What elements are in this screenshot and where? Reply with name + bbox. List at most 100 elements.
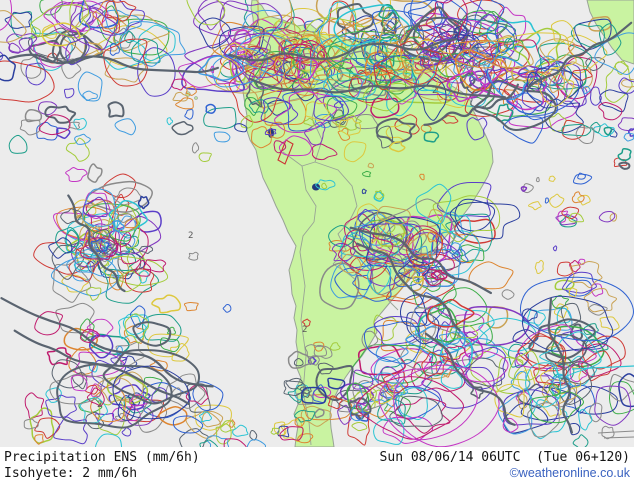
isohyete-contour (399, 326, 479, 375)
isohyete-label: Isohyete: 2 mm/6h (4, 466, 138, 481)
copyright-link[interactable]: ©weatheronline.co.uk (509, 466, 630, 480)
isohyete-contour (50, 257, 119, 297)
isohyete-contour (65, 137, 90, 162)
isohyete-contour (313, 341, 325, 352)
isohyete-contour (436, 62, 468, 109)
isohyete-contour (548, 112, 567, 132)
isohyete-contour (61, 274, 90, 293)
isohyete-contour (471, 14, 518, 59)
isohyete-contour (257, 0, 293, 35)
isohyete-contour (33, 242, 92, 275)
isohyete-contour (274, 58, 283, 68)
isohyete-contour (283, 380, 306, 397)
isohyete-contour (303, 117, 315, 127)
isohyete-contour (56, 363, 173, 429)
isohyete-contour (243, 0, 295, 32)
isohyete-contour (59, 32, 88, 63)
isohyete-contour (366, 262, 392, 294)
contour-cluster-big-loops-bl (56, 348, 201, 429)
isohyete-contour (405, 26, 420, 39)
isohyete-contour (41, 22, 81, 47)
isohyete-contour (158, 406, 188, 426)
isohyete-contour (313, 344, 333, 359)
isohyete-contour (151, 294, 182, 314)
isohyete-contour (623, 132, 634, 142)
isohyete-contour (132, 321, 172, 347)
isohyete-contour (454, 198, 496, 232)
isohyete-contour (593, 123, 615, 137)
isohyete-contour (60, 208, 83, 225)
isohyete-contour (85, 411, 105, 430)
isohyete-contour (598, 211, 616, 223)
isohyete-contour (517, 393, 528, 410)
isohyete-contour (375, 219, 406, 247)
isohyete-contour (575, 126, 595, 144)
isohyete-contour (102, 173, 137, 198)
isohyete-contour (171, 121, 194, 136)
isohyete-contour (548, 175, 556, 182)
isohyete-contour (368, 53, 452, 104)
isohyete-contour (201, 410, 224, 428)
isohyete-contour (186, 0, 226, 26)
isohyete-contour (376, 125, 394, 149)
isohyete-contour (27, 27, 77, 60)
isohyete-contour (408, 233, 438, 258)
isohyete-contour (188, 251, 199, 261)
isohyete-contour (529, 391, 584, 424)
contour-value-label: 2 (97, 400, 102, 410)
isohyete-contour (457, 48, 490, 69)
contour-cluster-pacific-blob (33, 173, 169, 304)
isohyete-contour (556, 261, 573, 277)
isohyete-contour (396, 233, 404, 240)
isohyete-contour (232, 29, 252, 45)
isohyete-contour (550, 20, 575, 46)
isohyete-contour (38, 114, 71, 136)
isohyete-contour (308, 355, 320, 366)
isohyete-contour (102, 348, 201, 405)
isohyete-contour (389, 382, 405, 398)
isohyete-contour (382, 7, 400, 32)
isohyete-contour (420, 124, 432, 133)
isohyete-contour (484, 78, 552, 117)
isohyete-contour (563, 83, 588, 109)
isohyete-contour (124, 313, 149, 344)
isohyete-contour (614, 60, 629, 75)
isohyete-contour (234, 24, 271, 67)
isohyete-contour (338, 117, 361, 136)
isohyete-contour (555, 213, 578, 226)
isohyete-contour (278, 135, 313, 157)
isohyete-contour (185, 85, 197, 96)
isohyete-contour (247, 33, 336, 86)
isohyete-contour (520, 186, 528, 192)
isohyete-contour (138, 245, 154, 254)
isohyete-contour (604, 61, 633, 103)
isohyete-contour (561, 123, 592, 137)
trunk-contour (249, 77, 506, 99)
isohyete-contour (309, 35, 372, 102)
contour-value-label: 2 (432, 86, 437, 96)
contour-cluster-amazon-sparse (315, 141, 425, 202)
isohyete-contour (570, 23, 605, 48)
country-border (314, 161, 358, 207)
isohyete-contour (487, 305, 509, 329)
isohyete-contour (90, 383, 103, 398)
country-border (299, 221, 315, 253)
isohyete-contour (319, 1, 357, 53)
trunk-contour (67, 194, 126, 293)
isohyete-contour (260, 97, 299, 125)
isohyete-contour (297, 55, 318, 81)
isohyete-contour (459, 244, 485, 263)
isohyete-contour (78, 397, 103, 413)
isohyete-contour (44, 105, 77, 124)
isohyete-contour (534, 259, 544, 274)
isohyete-contour (279, 426, 304, 441)
isohyete-contour (557, 210, 568, 223)
isohyete-contour (18, 37, 33, 51)
isohyete-contour (228, 67, 283, 123)
isohyete-contour (386, 38, 413, 59)
isohyete-contour (375, 117, 416, 144)
isohyete-contour (504, 38, 515, 50)
contour-cluster-se-band-core (319, 181, 521, 310)
isohyete-contour (428, 349, 445, 365)
isohyete-contour (410, 360, 466, 392)
